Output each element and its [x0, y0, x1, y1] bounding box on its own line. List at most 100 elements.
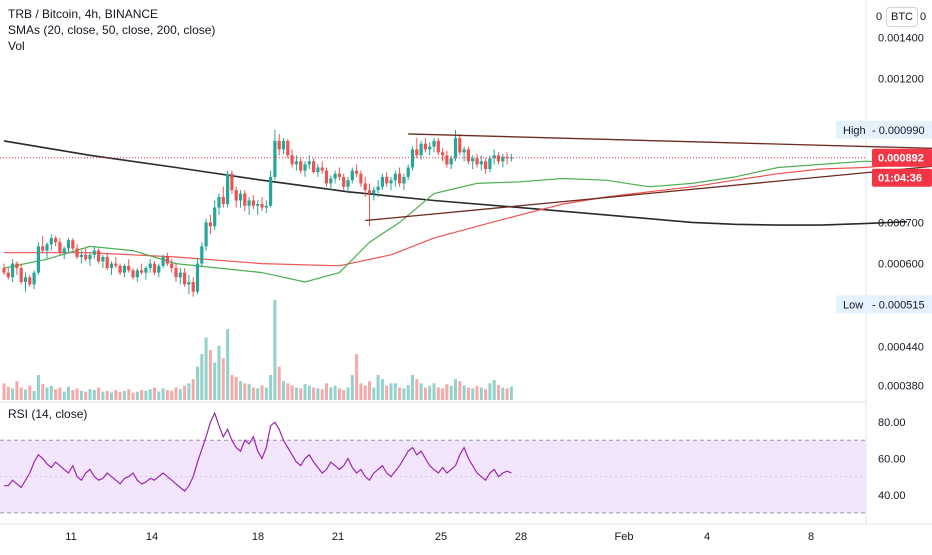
countdown-pill: [872, 168, 932, 187]
volume-bar: [484, 389, 488, 400]
volume-bar: [359, 383, 363, 400]
volume-bar: [462, 385, 466, 400]
volume-bar: [239, 381, 242, 400]
volume-legend-label[interactable]: Vol: [8, 39, 25, 53]
price-tick-label: 0.000380: [878, 381, 924, 393]
volume-bar: [200, 354, 204, 400]
candle-body: [458, 138, 462, 153]
chart-legend: TRB / Bitcoin, 4h, BINANCE SMAs (20, clo…: [8, 6, 215, 54]
candle-body: [346, 180, 350, 187]
candle-body: [428, 146, 432, 150]
candle-body: [152, 263, 157, 273]
candle-body: [135, 270, 139, 278]
current-price-label: 0.000892: [878, 153, 924, 165]
volume-bar: [140, 390, 144, 400]
candle-body: [419, 143, 423, 156]
volume-bar: [342, 390, 346, 400]
candle-body: [337, 173, 341, 177]
volume-bar: [204, 337, 208, 400]
volume-bar: [213, 362, 217, 400]
candle-body: [380, 176, 384, 187]
low-pill-bg: [836, 295, 866, 314]
candle-body: [238, 193, 243, 201]
volume-bar: [36, 375, 40, 400]
candle-body: [355, 170, 359, 174]
volume-bar: [260, 385, 264, 400]
volume-bar: [449, 385, 453, 400]
rsi-tick-label: 80.00: [878, 417, 906, 429]
candle-body: [28, 277, 32, 285]
candle-body: [398, 173, 402, 184]
volume-bar: [307, 385, 311, 400]
candle-body: [131, 270, 135, 278]
volume-bar: [273, 300, 277, 400]
candle-body: [312, 161, 316, 173]
candle-body: [41, 246, 45, 251]
volume-bar: [208, 350, 212, 400]
volume-bar: [406, 385, 410, 400]
volume-bar: [316, 388, 320, 400]
volume-bar: [153, 387, 156, 400]
volume-bar: [174, 387, 178, 400]
candle-body: [187, 282, 191, 285]
volume-bar: [286, 383, 290, 400]
currency-button[interactable]: BTC: [886, 7, 918, 27]
candle-body: [200, 246, 204, 264]
volume-bar: [411, 375, 414, 400]
rsi-legend-label[interactable]: RSI (14, close): [8, 407, 88, 421]
time-tick-label: 21: [332, 531, 344, 543]
time-tick-label: 14: [146, 531, 158, 543]
volume-bar: [6, 386, 10, 400]
volume-bar: [101, 391, 105, 400]
symbol-label[interactable]: TRB / Bitcoin, 4h, BINANCE: [8, 7, 159, 21]
volume-bar: [398, 387, 402, 400]
candle-body: [66, 240, 71, 249]
volume-bar: [376, 375, 380, 400]
volume-bar: [118, 391, 122, 400]
volume-bar: [135, 391, 139, 400]
candle-body: [114, 263, 118, 266]
candle-body: [234, 190, 238, 201]
candle-body: [329, 178, 333, 184]
candle-body: [178, 272, 182, 278]
candle-body: [320, 167, 324, 171]
volume-bar: [49, 385, 53, 400]
volume-bar: [234, 377, 238, 400]
volume-bar: [350, 375, 354, 400]
candle-body: [217, 196, 221, 208]
volume-bar: [264, 387, 268, 400]
volume-bar: [363, 385, 367, 400]
candle-body: [484, 161, 488, 170]
volume-bar: [170, 390, 174, 400]
candle-body: [45, 244, 49, 251]
volume-bar: [501, 387, 505, 400]
current-price-pill: [872, 148, 932, 167]
candle-body: [294, 161, 298, 165]
volume-bar: [282, 381, 285, 400]
volume-bar: [41, 384, 45, 400]
time-tick-label: 28: [515, 531, 527, 543]
candle-body: [58, 242, 62, 253]
volume-bar: [312, 387, 316, 400]
volume-bar: [148, 389, 152, 400]
volume-bar: [19, 387, 23, 400]
volume-bar: [355, 354, 359, 400]
volume-bar: [243, 383, 247, 400]
price-tick-label-clipped-tail: 0: [920, 11, 926, 23]
volume-bar: [71, 390, 75, 400]
candle-body: [213, 207, 217, 227]
candle-body: [286, 140, 290, 156]
candle-body: [281, 140, 286, 150]
candle-body: [441, 152, 445, 156]
volume-bar: [45, 387, 49, 400]
candle-body: [54, 238, 58, 243]
candle-body: [191, 282, 195, 292]
sma-legend-label[interactable]: SMAs (20, close, 50, close, 200, close): [8, 23, 216, 37]
candle-body: [36, 246, 40, 273]
volume-bar: [67, 386, 70, 400]
volume-bar: [62, 391, 66, 400]
candle-body: [15, 263, 19, 269]
volume-bar: [303, 384, 307, 400]
